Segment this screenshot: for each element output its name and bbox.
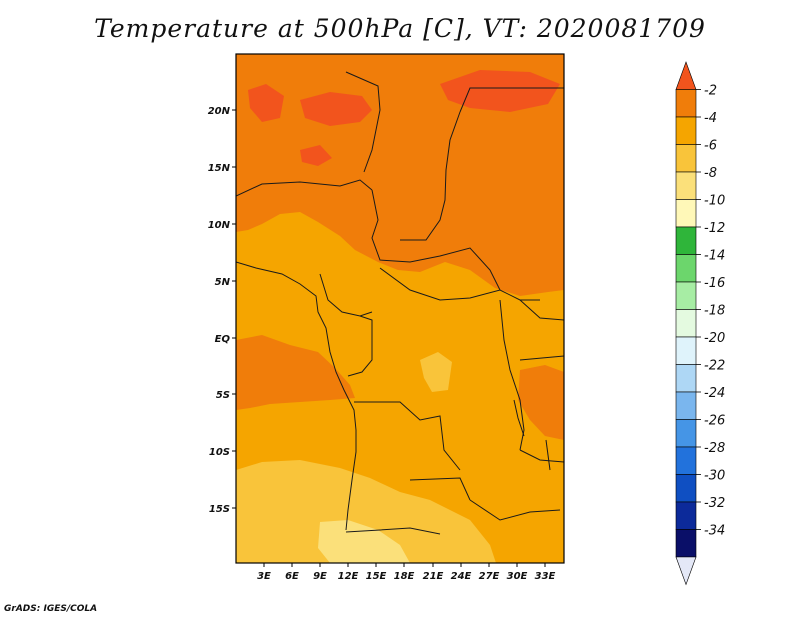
border-chad-sudan xyxy=(400,111,461,241)
colorbar-cell xyxy=(675,391,697,420)
lon-tick-label: 3E xyxy=(257,571,271,582)
border-namibia xyxy=(345,527,441,535)
colorbar-label: -16 xyxy=(704,276,725,291)
colorbar-cell xyxy=(675,529,697,558)
lat-tick-label: 20N xyxy=(208,106,231,117)
colorbar-cap-bottom xyxy=(675,556,697,586)
lat-tick-label: 10S xyxy=(209,447,230,458)
colorbar-label: -4 xyxy=(704,111,717,126)
lat-tick-label: 5N xyxy=(215,277,231,288)
colorbar-cell xyxy=(675,309,697,338)
colorbar-label: -8 xyxy=(704,166,717,181)
zone-cold-south-2 xyxy=(360,540,390,563)
colorbar-label: -30 xyxy=(704,469,725,484)
colorbar: -2 -4 -6 -8 -10 -12 -14 -16 -18 -20 -22 -24 -26 -28 -3… xyxy=(675,61,725,586)
colorbar-cap-top xyxy=(675,61,697,90)
zone-cool-central xyxy=(420,352,452,392)
chart-title: Temperature at 500hPa [C], VT: 202008170… xyxy=(94,14,706,43)
lake-malawi xyxy=(545,439,551,471)
colorbar-cell xyxy=(675,419,697,448)
border-cameroon xyxy=(319,273,373,317)
border-tz-moz xyxy=(519,449,564,463)
plot-frame xyxy=(235,53,565,564)
lon-tick-label: 6E xyxy=(285,571,299,582)
border-kenya-tz xyxy=(519,355,564,361)
colorbar-label: -24 xyxy=(704,386,725,401)
colorbar-label: -2 xyxy=(704,84,717,99)
colorbar-cell xyxy=(675,446,697,475)
lat-tick-label: 5S xyxy=(216,390,230,401)
colorbar-cell xyxy=(675,144,697,173)
colorbar-label: -20 xyxy=(704,331,725,346)
colorbar-label: -28 xyxy=(704,441,725,456)
colorbar-cell xyxy=(675,474,697,503)
colorbar-label: -12 xyxy=(704,221,725,236)
lat-tick-label: 15N xyxy=(208,163,231,174)
colorbar-cell xyxy=(675,226,697,255)
colorbar-cell xyxy=(675,336,697,365)
zone-warm-east xyxy=(518,365,564,440)
lat-tick-label: 15S xyxy=(209,504,230,515)
zone-hot-1 xyxy=(300,92,372,126)
borders xyxy=(236,71,564,535)
colorbar-label: -32 xyxy=(704,496,725,511)
colorbar-label: -6 xyxy=(704,139,717,154)
colorbar-label: -26 xyxy=(704,414,725,429)
border-east-africa xyxy=(519,299,564,321)
border-niger-nigeria xyxy=(236,179,373,197)
colorbar-cell xyxy=(675,171,697,200)
temperature-field xyxy=(236,54,564,563)
lon-tick-label: 21E xyxy=(423,571,444,582)
colorbar-label: -10 xyxy=(704,194,725,209)
colorbar-cell xyxy=(675,501,697,530)
border-angola-zambia xyxy=(409,477,471,501)
border-chad-car xyxy=(371,189,501,291)
lon-tick-label: 33E xyxy=(535,571,556,582)
border-egypt-sudan xyxy=(459,87,564,113)
zone-hot-4 xyxy=(300,145,332,166)
colorbar-cell xyxy=(675,89,697,118)
lon-tick-label: 30E xyxy=(507,571,528,582)
lon-tick-label: 18E xyxy=(394,571,415,582)
zone-hot-2 xyxy=(248,84,284,122)
lon-tick-label: 24E xyxy=(451,571,472,582)
lake-tanganyika xyxy=(513,399,525,437)
lat-axis: 20N 15N 10N 5N EQ 5S 10S 15S xyxy=(208,106,236,515)
colorbar-label: -34 xyxy=(704,524,725,539)
lon-tick-label: 15E xyxy=(366,571,387,582)
coastline-west xyxy=(236,261,357,531)
credit-label: GrADS: IGES/COLA xyxy=(4,604,98,614)
lon-tick-label: 9E xyxy=(313,571,327,582)
zone-hot-3 xyxy=(440,70,560,112)
border-libya-chad xyxy=(345,71,381,173)
lat-tick-label: EQ xyxy=(215,334,231,345)
colorbar-cell xyxy=(675,116,697,145)
lat-tick-label: 10N xyxy=(208,220,231,231)
border-drc-angola xyxy=(354,401,461,471)
zone-cool-south xyxy=(236,460,496,563)
colorbar-cell xyxy=(675,254,697,283)
border-zambia-zimbabwe xyxy=(469,499,561,521)
colorbar-cell xyxy=(675,199,697,228)
lon-tick-label: 27E xyxy=(479,571,500,582)
lon-axis: 3E 6E 9E 12E 15E 18E 21E 24E 27E 30E 33E xyxy=(257,563,556,582)
lon-tick-label: 12E xyxy=(338,571,359,582)
colorbar-label: -22 xyxy=(704,359,725,374)
colorbar-cell xyxy=(675,364,697,393)
zone-cold-south xyxy=(318,520,410,563)
colorbar-label: -18 xyxy=(704,304,725,319)
border-drc-congo xyxy=(347,315,373,377)
colorbar-cell xyxy=(675,281,697,310)
zone-warm-coast xyxy=(236,335,355,410)
colorbar-label: -14 xyxy=(704,249,725,264)
